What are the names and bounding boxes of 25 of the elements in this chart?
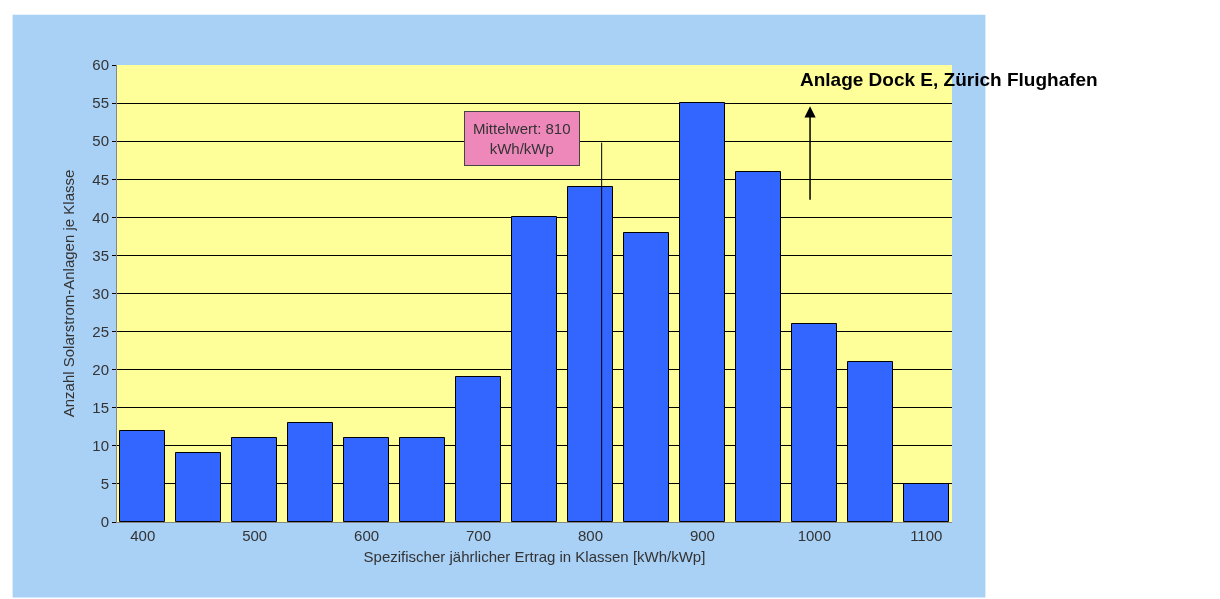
x-tick-label: 600 xyxy=(354,527,380,544)
y-tick-label: 45 xyxy=(92,170,109,188)
x-axis-title: Spezifischer jährlicher Ertrag in Klassen [kWh/kWp] xyxy=(363,548,706,565)
annotation: Anlage Dock E, Zürich Flughafen xyxy=(800,69,1098,90)
x-tick-label: 400 xyxy=(130,527,156,544)
x-tick-label: 1100 xyxy=(910,527,943,544)
x-tick-label: 1000 xyxy=(797,527,832,544)
y-tick-label: 0 xyxy=(100,513,109,531)
y-tick-label: 40 xyxy=(92,208,109,226)
y-tick-label: 55 xyxy=(92,94,109,112)
x-tick-label: 900 xyxy=(689,527,715,544)
y-tick-label: 5 xyxy=(100,475,109,493)
y-tick-label: 15 xyxy=(92,399,109,416)
y-tick-label: 10 xyxy=(92,437,109,455)
x-tick-label: 500 xyxy=(242,527,268,544)
ref-line-label: Mittelwert: 810 kWh/kWp xyxy=(473,120,571,157)
x-tick-label: 800 xyxy=(577,527,603,544)
y-tick-label: 35 xyxy=(92,246,109,264)
y-tick-label: 30 xyxy=(92,284,109,302)
x-tick-label: 700 xyxy=(466,527,492,544)
y-tick-label: 20 xyxy=(92,360,109,378)
y-axis-title: Anzahl Solarstrom-Anlagen je Klasse xyxy=(59,169,77,418)
y-tick-label: 25 xyxy=(92,322,109,340)
y-tick-label: 60 xyxy=(92,56,109,74)
y-tick-label: 50 xyxy=(92,132,109,150)
